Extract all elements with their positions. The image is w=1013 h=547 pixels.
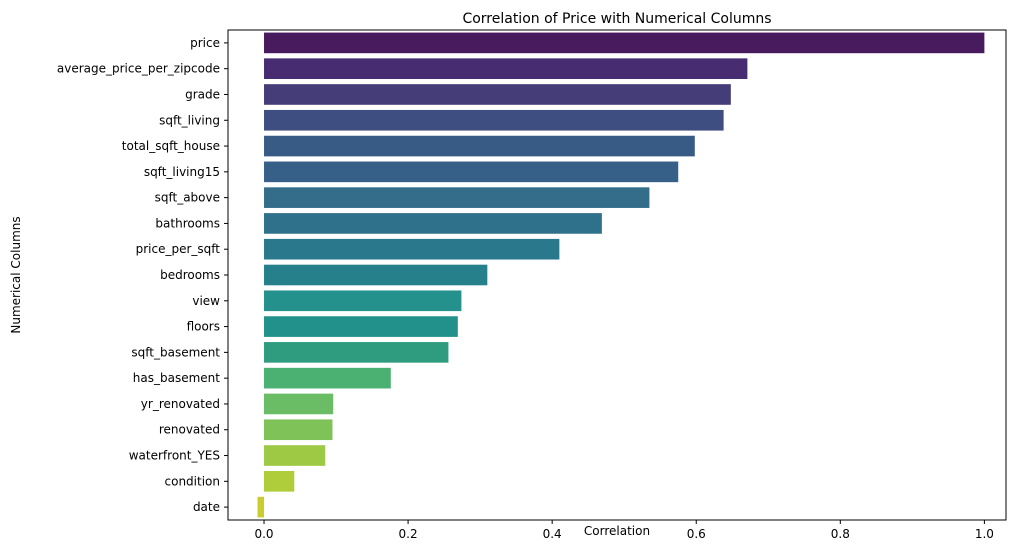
y-tick-label: renovated [159, 423, 220, 437]
bar-average-price-per-zipcode [264, 58, 748, 79]
y-tick-label: date [193, 500, 220, 514]
y-tick-label: has_basement [133, 371, 220, 385]
x-axis: 0.0 0.2 0.4 0.6 0.8 1.0 [254, 520, 994, 541]
y-tick-label: waterfront_YES [129, 449, 220, 463]
bar-sqft-living15 [264, 161, 679, 183]
y-axis-label: Numerical Columns [9, 216, 23, 333]
y-tick-label: sqft_living [159, 113, 220, 127]
y-tick-label: view [192, 294, 220, 308]
x-tick-label: 0.2 [399, 527, 418, 541]
y-tick-label: sqft_living15 [144, 165, 220, 179]
x-axis-label: Correlation [584, 524, 650, 538]
bar-condition [264, 471, 295, 492]
bar-waterfront-yes [264, 445, 326, 466]
y-tick-label: bathrooms [155, 216, 220, 230]
bar-view [264, 290, 462, 312]
y-tick-label: bedrooms [160, 268, 220, 282]
x-tick-label: 0.0 [254, 527, 273, 541]
x-tick-label: 1.0 [975, 527, 994, 541]
y-tick-label: sqft_basement [131, 345, 220, 359]
bar-sqft-living [264, 109, 724, 131]
y-tick-label: floors [187, 320, 220, 334]
bar-grade [264, 84, 731, 105]
bar-sqft-above [264, 187, 650, 208]
bar-bedrooms [264, 264, 488, 286]
bar-price [264, 32, 985, 54]
y-tick-label: price_per_sqft [136, 242, 221, 256]
y-tick-label: average_price_per_zipcode [57, 62, 220, 76]
y-tick-label: condition [165, 474, 220, 488]
bar-price-per-sqft [264, 238, 560, 260]
y-tick-label: yr_renovated [141, 397, 220, 411]
bars-group [257, 32, 985, 518]
bar-yr-renovated [264, 393, 334, 415]
y-tick-label: total_sqft_house [122, 139, 220, 153]
bar-bathrooms [264, 213, 602, 234]
bar-total-sqft-house [264, 135, 695, 157]
chart-title: Correlation of Price with Numerical Colu… [462, 11, 771, 27]
x-tick-label: 0.8 [831, 527, 850, 541]
y-tick-label: grade [185, 87, 220, 101]
bar-date [257, 496, 265, 518]
x-tick-label: 0.4 [543, 527, 562, 541]
y-tick-label: sqft_above [155, 191, 220, 205]
bar-sqft-basement [264, 342, 449, 363]
bar-renovated [264, 419, 333, 441]
bar-floors [264, 316, 458, 337]
x-tick-label: 0.6 [687, 527, 706, 541]
bar-has-basement [264, 367, 391, 389]
y-tick-label: price [190, 36, 220, 50]
